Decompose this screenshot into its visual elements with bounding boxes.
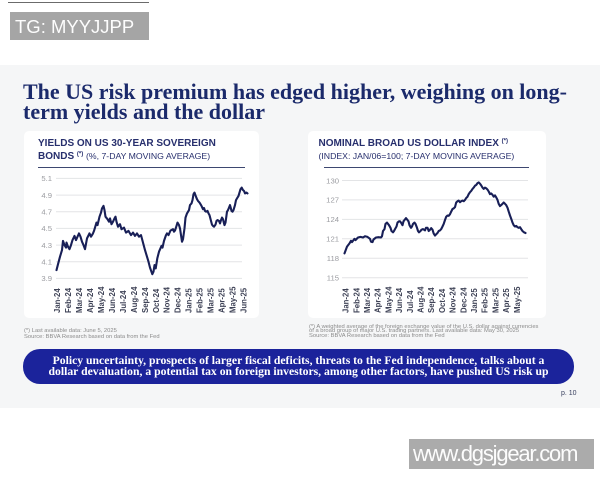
svg-text:121: 121 (326, 235, 339, 244)
svg-text:Dec-24: Dec-24 (174, 287, 183, 313)
svg-text:Mar-24: Mar-24 (75, 287, 84, 313)
svg-text:Apr-25: Apr-25 (502, 288, 511, 313)
svg-text:Aug-24: Aug-24 (417, 286, 426, 313)
svg-text:118: 118 (327, 254, 339, 263)
svg-text:Sep-24: Sep-24 (141, 287, 150, 313)
svg-text:Sep-24: Sep-24 (427, 287, 436, 313)
svg-text:Jun-25: Jun-25 (239, 287, 248, 313)
svg-text:Feb-24: Feb-24 (64, 287, 73, 313)
svg-text:Dec-24: Dec-24 (459, 287, 468, 313)
svg-text:Jun-24: Jun-24 (108, 287, 117, 313)
svg-text:Apr-25: Apr-25 (217, 288, 226, 313)
svg-text:Nov-24: Nov-24 (163, 286, 172, 313)
svg-text:4.3: 4.3 (41, 241, 52, 250)
svg-text:Mar-25: Mar-25 (491, 287, 500, 313)
svg-text:124: 124 (326, 215, 340, 224)
svg-text:4.9: 4.9 (41, 191, 52, 200)
svg-text:4.7: 4.7 (41, 208, 52, 217)
svg-text:Aug-24: Aug-24 (130, 286, 139, 313)
svg-text:Mar-25: Mar-25 (207, 287, 216, 313)
svg-text:Jul-24: Jul-24 (119, 290, 128, 313)
svg-text:Jan-24: Jan-24 (53, 288, 62, 313)
svg-text:4.5: 4.5 (41, 224, 52, 233)
svg-text:Mar-24: Mar-24 (363, 287, 372, 313)
svg-text:5.1: 5.1 (41, 174, 52, 183)
svg-text:127: 127 (326, 196, 339, 205)
svg-text:Apr-24: Apr-24 (374, 288, 383, 313)
svg-text:Nov-24: Nov-24 (449, 286, 458, 313)
svg-text:130: 130 (326, 176, 339, 185)
svg-text:3.9: 3.9 (41, 274, 52, 283)
svg-text:Jan-24: Jan-24 (342, 288, 351, 313)
svg-text:Oct-24: Oct-24 (152, 288, 161, 313)
svg-text:May-24: May-24 (384, 286, 393, 313)
svg-text:Jan-25: Jan-25 (470, 288, 479, 313)
svg-text:Feb-24: Feb-24 (352, 287, 361, 313)
svg-text:Feb-25: Feb-25 (481, 287, 490, 313)
svg-text:115: 115 (327, 274, 339, 283)
svg-text:4.1: 4.1 (41, 258, 52, 267)
svg-text:Jun-24: Jun-24 (395, 287, 404, 313)
svg-text:Feb-25: Feb-25 (196, 287, 205, 313)
svg-text:Jan-25: Jan-25 (185, 288, 194, 313)
svg-text:May-25: May-25 (228, 286, 237, 313)
svg-text:Apr-24: Apr-24 (86, 288, 95, 313)
svg-text:Jul-24: Jul-24 (406, 290, 415, 313)
svg-text:May-25: May-25 (513, 286, 522, 313)
svg-text:Oct-24: Oct-24 (438, 288, 447, 313)
svg-text:May-24: May-24 (97, 286, 106, 313)
